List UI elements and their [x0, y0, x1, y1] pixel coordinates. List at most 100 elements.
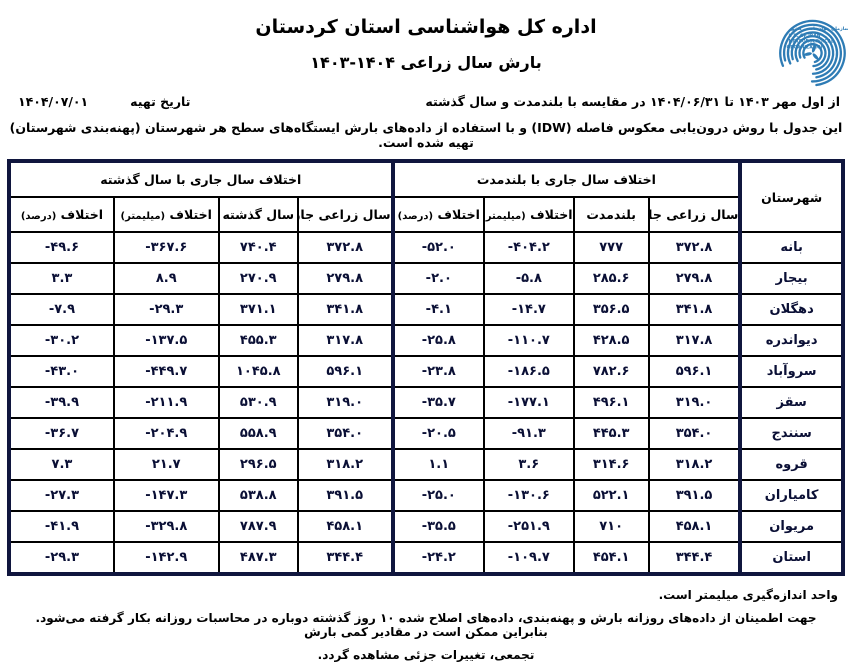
county-cell: بانه	[738, 231, 844, 264]
table-row: کامیاران ۳۹۱.۵ ۵۲۲.۱ -۱۳۰.۶ -۲۵.۰ ۳۹۱.۵ ۵۳۸.۸-…	[8, 479, 844, 512]
longterm-value-cell: ۳۱۸.۲	[647, 448, 742, 481]
lastyear-value-cell: ۳۵۴.۰	[296, 417, 394, 450]
table-header-row-groups: شهرستان اختلاف سال جاری با بلندمدت اختلا…	[8, 160, 844, 233]
longterm-value-cell: -۲۳.۸	[390, 355, 486, 388]
longterm-value-cell: -۱۳۰.۶	[483, 479, 575, 512]
prep-date-label: تاریخ تهیه	[130, 94, 191, 109]
longterm-value-cell: ۳.۶	[483, 448, 575, 481]
longterm-value-cell: -۲۴.۲	[390, 541, 486, 575]
logo-text-en1: I. R. OF IRAN	[788, 33, 820, 39]
longterm-value-cell: ۴۵۴.۱	[572, 541, 650, 575]
longterm-value-cell: ۷۷۷	[572, 231, 650, 264]
lastyear-value-cell: -۲۷.۳	[8, 479, 115, 512]
longterm-value-cell: -۱۱۰.۷	[483, 324, 575, 357]
table-body: بانه ۳۷۲.۸ ۷۷۷ -۴۰۴.۲ -۵۲.۰ ۳۷۲.۸ ۷۴۰.۴ -۳۶۷.۶-…	[8, 231, 844, 575]
longterm-value-cell: -۳۵.۷	[390, 386, 486, 419]
longterm-value-cell: ۴۲۸.۵	[572, 324, 650, 357]
county-cell: بیجار	[738, 262, 844, 295]
lastyear-value-cell: ۵۳۸.۸	[217, 479, 299, 512]
longterm-value-cell: -۱۷۷.۱	[483, 386, 575, 419]
lastyear-value-cell: ۴۵۵.۳	[217, 324, 299, 357]
col-header-lastyear-diff-mm: اختلاف (میلیمتر)	[112, 196, 220, 233]
lastyear-value-cell: ۵۵۸.۹	[217, 417, 299, 450]
footer-unit-note: واحد اندازه‌گیری میلیمتر است.	[658, 588, 838, 602]
longterm-value-cell: ۱.۱	[390, 448, 486, 481]
table-row: استان ۳۴۴.۴ ۴۵۴.۱ -۱۰۹.۷ -۲۴.۲ ۳۴۴.۴ ۴۸۷.۳ -۱۴۲…	[8, 541, 844, 575]
longterm-value-cell: ۳۱۴.۶	[572, 448, 650, 481]
lastyear-value-cell: -۳۰.۲	[8, 324, 115, 357]
county-cell: استان	[738, 541, 844, 575]
lastyear-value-cell: -۳۶۷.۶	[112, 231, 220, 264]
county-cell: سروآباد	[738, 355, 844, 388]
county-cell: قروه	[738, 448, 844, 481]
meteorological-organization-logo: سازمان هواشناسی کشور I. R. OF IRAN METEO…	[752, 8, 850, 104]
lastyear-value-cell: ۳۱۸.۲	[296, 448, 394, 481]
longterm-value-cell: -۲۵.۰	[390, 479, 486, 512]
page-title: اداره کل هواشناسی استان کردستان	[255, 16, 597, 38]
longterm-value-cell: -۲۵.۸	[390, 324, 486, 357]
longterm-value-cell: -۲۵۱.۹	[483, 510, 575, 543]
longterm-value-cell: ۳۹۱.۵	[647, 479, 742, 512]
lastyear-value-cell: -۲۰۴.۹	[112, 417, 220, 450]
lastyear-value-cell: ۸.۹	[112, 262, 220, 295]
longterm-value-cell: -۱۰۹.۷	[483, 541, 575, 575]
county-cell: دیواندره	[738, 324, 844, 357]
col-header-lastyear-diff-pct: اختلاف (درصد)	[8, 196, 115, 233]
footer-correction-note-1: جهت اطمینان از داده‌های روزانه بارش و په…	[35, 611, 817, 639]
lastyear-value-cell: ۳.۳	[8, 262, 115, 295]
longterm-value-cell: ۲۸۵.۶	[572, 262, 650, 295]
prep-date: تاریخ تهیه ۱۴۰۴/۰۷/۰۱	[18, 94, 190, 109]
longterm-value-cell: ۳۵۶.۵	[572, 293, 650, 326]
longterm-value-cell: -۲۰.۵	[390, 417, 486, 450]
col-header-lastyear: سال گذشته	[217, 196, 299, 233]
longterm-value-cell: ۲۷۹.۸	[647, 262, 742, 295]
table-header-row-columns: سال زراعی جاری بلندمدت اختلاف (میلیمتر) …	[8, 196, 843, 233]
county-header-cell: شهرستان	[738, 160, 844, 233]
lastyear-value-cell: ۳۹۱.۵	[296, 479, 394, 512]
lastyear-value-cell: -۳۶.۷	[8, 417, 115, 450]
longterm-value-cell: -۴.۱	[390, 293, 486, 326]
lastyear-value-cell: -۴۱.۹	[8, 510, 115, 543]
table-row: مریوان ۴۵۸.۱ ۷۱۰ -۲۵۱.۹ -۳۵.۵ ۴۵۸.۱ ۷۸۷.۹ -۳۲۹.…	[8, 510, 844, 543]
logo-text-en2: METEOROLOGICAL	[788, 39, 834, 45]
county-cell: کامیاران	[738, 479, 844, 512]
table-row: دیواندره ۳۱۷.۸ ۴۲۸.۵ -۱۱۰.۷ -۲۵.۸ ۳۱۷.۸ ۴۵۵.۳-…	[8, 324, 844, 357]
table-row: بیجار ۲۷۹.۸ ۲۸۵.۶ -۵.۸ -۲.۰ ۲۷۹.۸ ۲۷۰.۹ ۸.۹ ۳.۳	[8, 262, 844, 295]
longterm-value-cell: -۲.۰	[390, 262, 486, 295]
longterm-value-cell: ۴۹۶.۱	[572, 386, 650, 419]
lastyear-value-cell: -۴۳.۰	[8, 355, 115, 388]
longterm-value-cell: ۵۹۶.۱	[647, 355, 742, 388]
col-header-longterm-diff-pct: اختلاف (درصد)	[390, 196, 486, 233]
logo-text-en3: ORGANIZATION	[787, 44, 825, 50]
table-row: سقز ۳۱۹.۰ ۴۹۶.۱ -۱۷۷.۱ -۳۵.۷ ۳۱۹.۰ ۵۳۰.۹ -۲۱۱.۹…	[8, 386, 844, 419]
lastyear-value-cell: -۲۹.۳	[8, 541, 115, 575]
lastyear-value-cell: -۴۴۹.۷	[112, 355, 220, 388]
col-header-lastyear-current: سال زراعی جاری	[296, 196, 394, 233]
lastyear-value-cell: ۲۹۶.۵	[217, 448, 299, 481]
lastyear-value-cell: ۳۷۲.۸	[296, 231, 394, 264]
footer-notes: واحد اندازه‌گیری میلیمتر است. جهت اطمینا…	[14, 588, 838, 662]
longterm-value-cell: ۷۸۲.۶	[572, 355, 650, 388]
info-row: از اول مهر ۱۴۰۳ تا ۱۴۰۴/۰۶/۳۱ در مقایسه …	[0, 94, 852, 109]
longterm-value-cell: -۹۱.۳	[483, 417, 575, 450]
lastyear-value-cell: ۳۷۱.۱	[217, 293, 299, 326]
lastyear-value-cell: ۵۹۶.۱	[296, 355, 394, 388]
lastyear-value-cell: ۵۳۰.۹	[217, 386, 299, 419]
longterm-value-cell: -۴۰۴.۲	[483, 231, 575, 264]
lastyear-value-cell: ۷.۳	[8, 448, 115, 481]
lastyear-value-cell: -۴۹.۶	[8, 231, 115, 264]
footer-correction-note-2: تجمعی، تغییرات جزئی مشاهده گردد.	[317, 648, 535, 662]
longterm-value-cell: -۳۵.۵	[390, 510, 486, 543]
lastyear-value-cell: ۳۴۴.۴	[296, 541, 394, 575]
lastyear-value-cell: -۷.۹	[8, 293, 115, 326]
page-subtitle: بارش سال زراعی ۱۴۰۴-۱۴۰۳	[310, 53, 542, 72]
col-header-longterm-current: سال زراعی جاری	[647, 196, 742, 233]
method-text: این جدول با روش درون‌یابی معکوس فاصله (I…	[9, 120, 843, 150]
longterm-value-cell: ۳۴۴.۴	[647, 541, 742, 575]
col-header-longterm: بلندمدت	[572, 196, 650, 233]
longterm-value-cell: -۵۲.۰	[390, 231, 486, 264]
lastyear-value-cell: ۱۰۴۵.۸	[217, 355, 299, 388]
lastyear-value-cell: -۳۹.۹	[8, 386, 115, 419]
longterm-value-cell: ۳۴۱.۸	[647, 293, 742, 326]
table-row: دهگلان ۳۴۱.۸ ۳۵۶.۵ -۱۴.۷ -۴.۱ ۳۴۱.۸ ۳۷۱.۱ -۲۹.۳…	[8, 293, 844, 326]
